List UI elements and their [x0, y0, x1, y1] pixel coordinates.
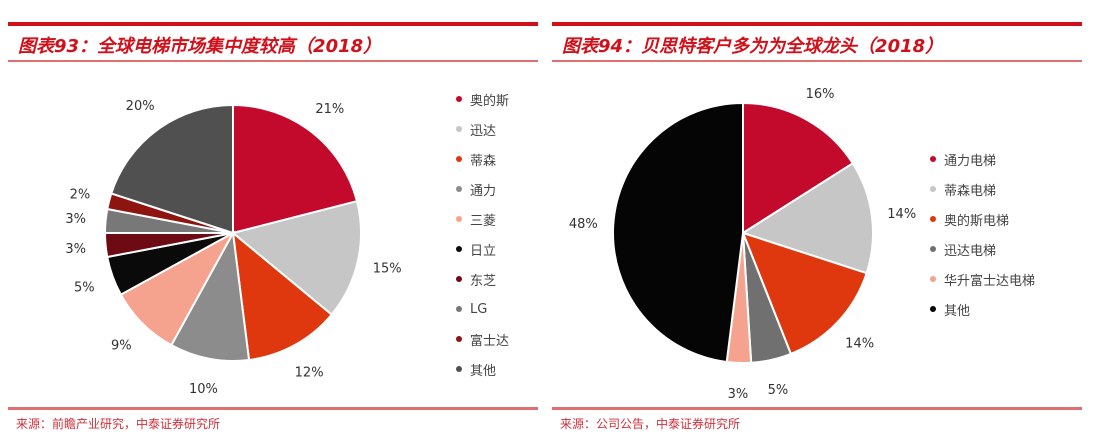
divider	[552, 60, 1082, 62]
legend-item: 奥的斯	[456, 84, 509, 114]
legend-swatch	[456, 186, 462, 192]
data-label: 2%	[70, 188, 91, 203]
divider	[552, 22, 1082, 26]
data-label: 16%	[806, 87, 835, 102]
data-label: 14%	[845, 337, 874, 352]
legend-label: 迅达	[470, 123, 497, 139]
legend-label: 富士达	[470, 333, 510, 349]
pie-slice-5	[612, 101, 744, 364]
legend-label: 东芝	[470, 273, 497, 289]
legend-swatch	[930, 276, 936, 282]
legend-swatch	[456, 156, 462, 162]
pie-slice-9	[110, 103, 234, 235]
legend-swatch	[456, 366, 462, 372]
legend-item: 三菱	[456, 204, 509, 234]
legend-swatch	[930, 186, 936, 192]
legend-item: 蒂森	[456, 144, 509, 174]
data-label: 48%	[569, 217, 598, 232]
legend-item: 其他	[930, 294, 1035, 324]
data-label: 5%	[74, 281, 95, 296]
data-label: 15%	[373, 261, 402, 276]
data-label: 3%	[65, 212, 86, 227]
pie-slice-3	[169, 229, 251, 362]
pie-slice-1	[740, 161, 874, 275]
legend-item: 通力	[456, 174, 509, 204]
legend-label: 奥的斯电梯	[944, 213, 1010, 229]
pie-chart: 16% 14% 14% 5% 3% 48%	[569, 87, 916, 402]
data-label: 5%	[768, 383, 789, 398]
legend-label: 通力	[470, 183, 497, 199]
legend-label: 其他	[470, 363, 497, 379]
pie-slice-2	[231, 230, 334, 362]
legend-swatch	[456, 216, 462, 222]
chart-panel-94: 图表94：贝思特客户多为为全球龙头（2018） 16% 14% 14% 5% 3% 48%…	[552, 0, 1082, 444]
legend-item: LG	[456, 294, 509, 324]
legend-swatch	[456, 336, 462, 342]
legend-item: 迅达电梯	[930, 234, 1035, 264]
pie-slice-2	[741, 231, 868, 356]
chart-panel-93: 图表93：全球电梯市场集中度较高（2018） 21% 15% 12% 10% 9% 5% 3…	[8, 0, 538, 444]
divider	[552, 407, 1082, 410]
pie-slice-0	[742, 101, 855, 235]
chart-title: 图表93：全球电梯市场集中度较高（2018）	[18, 36, 382, 57]
legend-swatch	[930, 246, 936, 252]
legend-label: 奥的斯	[470, 93, 510, 109]
data-label: 21%	[315, 102, 344, 117]
legend-item: 东芝	[456, 264, 509, 294]
legend-label: 华升富士达电梯	[944, 273, 1036, 289]
legend: 通力电梯蒂森电梯奥的斯电梯迅达电梯华升富士达电梯 其他	[930, 144, 1035, 324]
legend-label: 通力电梯	[944, 153, 997, 169]
pie-slice-0	[232, 103, 359, 235]
legend-swatch	[456, 126, 462, 132]
data-label: 9%	[111, 339, 132, 354]
legend-item: 富士达	[456, 324, 509, 354]
legend-label: 迅达电梯	[944, 243, 997, 259]
source-note: 来源：公司公告，中泰证券研究所	[560, 417, 741, 431]
legend-swatch	[456, 306, 462, 312]
legend-swatch	[456, 276, 462, 282]
legend-item: 通力电梯	[930, 144, 1035, 174]
data-label: 10%	[189, 382, 218, 397]
legend-swatch	[930, 156, 936, 162]
legend-item: 奥的斯电梯	[930, 204, 1035, 234]
data-label: 3%	[65, 242, 86, 257]
legend-item: 蒂森电梯	[930, 174, 1035, 204]
legend-label: LG	[470, 301, 488, 317]
divider	[8, 407, 538, 410]
divider	[8, 22, 538, 26]
legend-label: 蒂森电梯	[944, 183, 997, 199]
legend: 奥的斯迅达蒂森通力三菱日立东芝 LG 富士达其他	[456, 84, 509, 384]
legend-swatch	[930, 306, 936, 312]
legend-swatch	[456, 246, 462, 252]
legend-label: 日立	[470, 243, 497, 259]
legend-label: 三菱	[470, 213, 497, 229]
data-label: 12%	[295, 365, 324, 380]
pie-slice-1	[230, 199, 362, 316]
legend-label: 蒂森	[470, 153, 497, 169]
data-label: 20%	[126, 99, 155, 114]
legend-item: 其他	[456, 354, 509, 384]
chart-title: 图表94：贝思特客户多为为全球龙头（2018）	[562, 36, 944, 57]
source-note: 来源：前瞻产业研究，中泰证券研究所	[16, 417, 221, 431]
divider	[8, 60, 538, 62]
legend-swatch	[456, 96, 462, 102]
legend-label: 其他	[944, 303, 971, 319]
data-label: 14%	[887, 207, 916, 222]
data-label: 3%	[728, 387, 749, 402]
legend-item: 迅达	[456, 114, 509, 144]
legend-item: 日立	[456, 234, 509, 264]
legend-item: 华升富士达电梯	[930, 264, 1035, 294]
legend-swatch	[930, 216, 936, 222]
pie-chart: 21% 15% 12% 10% 9% 5% 3% 3% 2% 20%	[65, 99, 402, 397]
